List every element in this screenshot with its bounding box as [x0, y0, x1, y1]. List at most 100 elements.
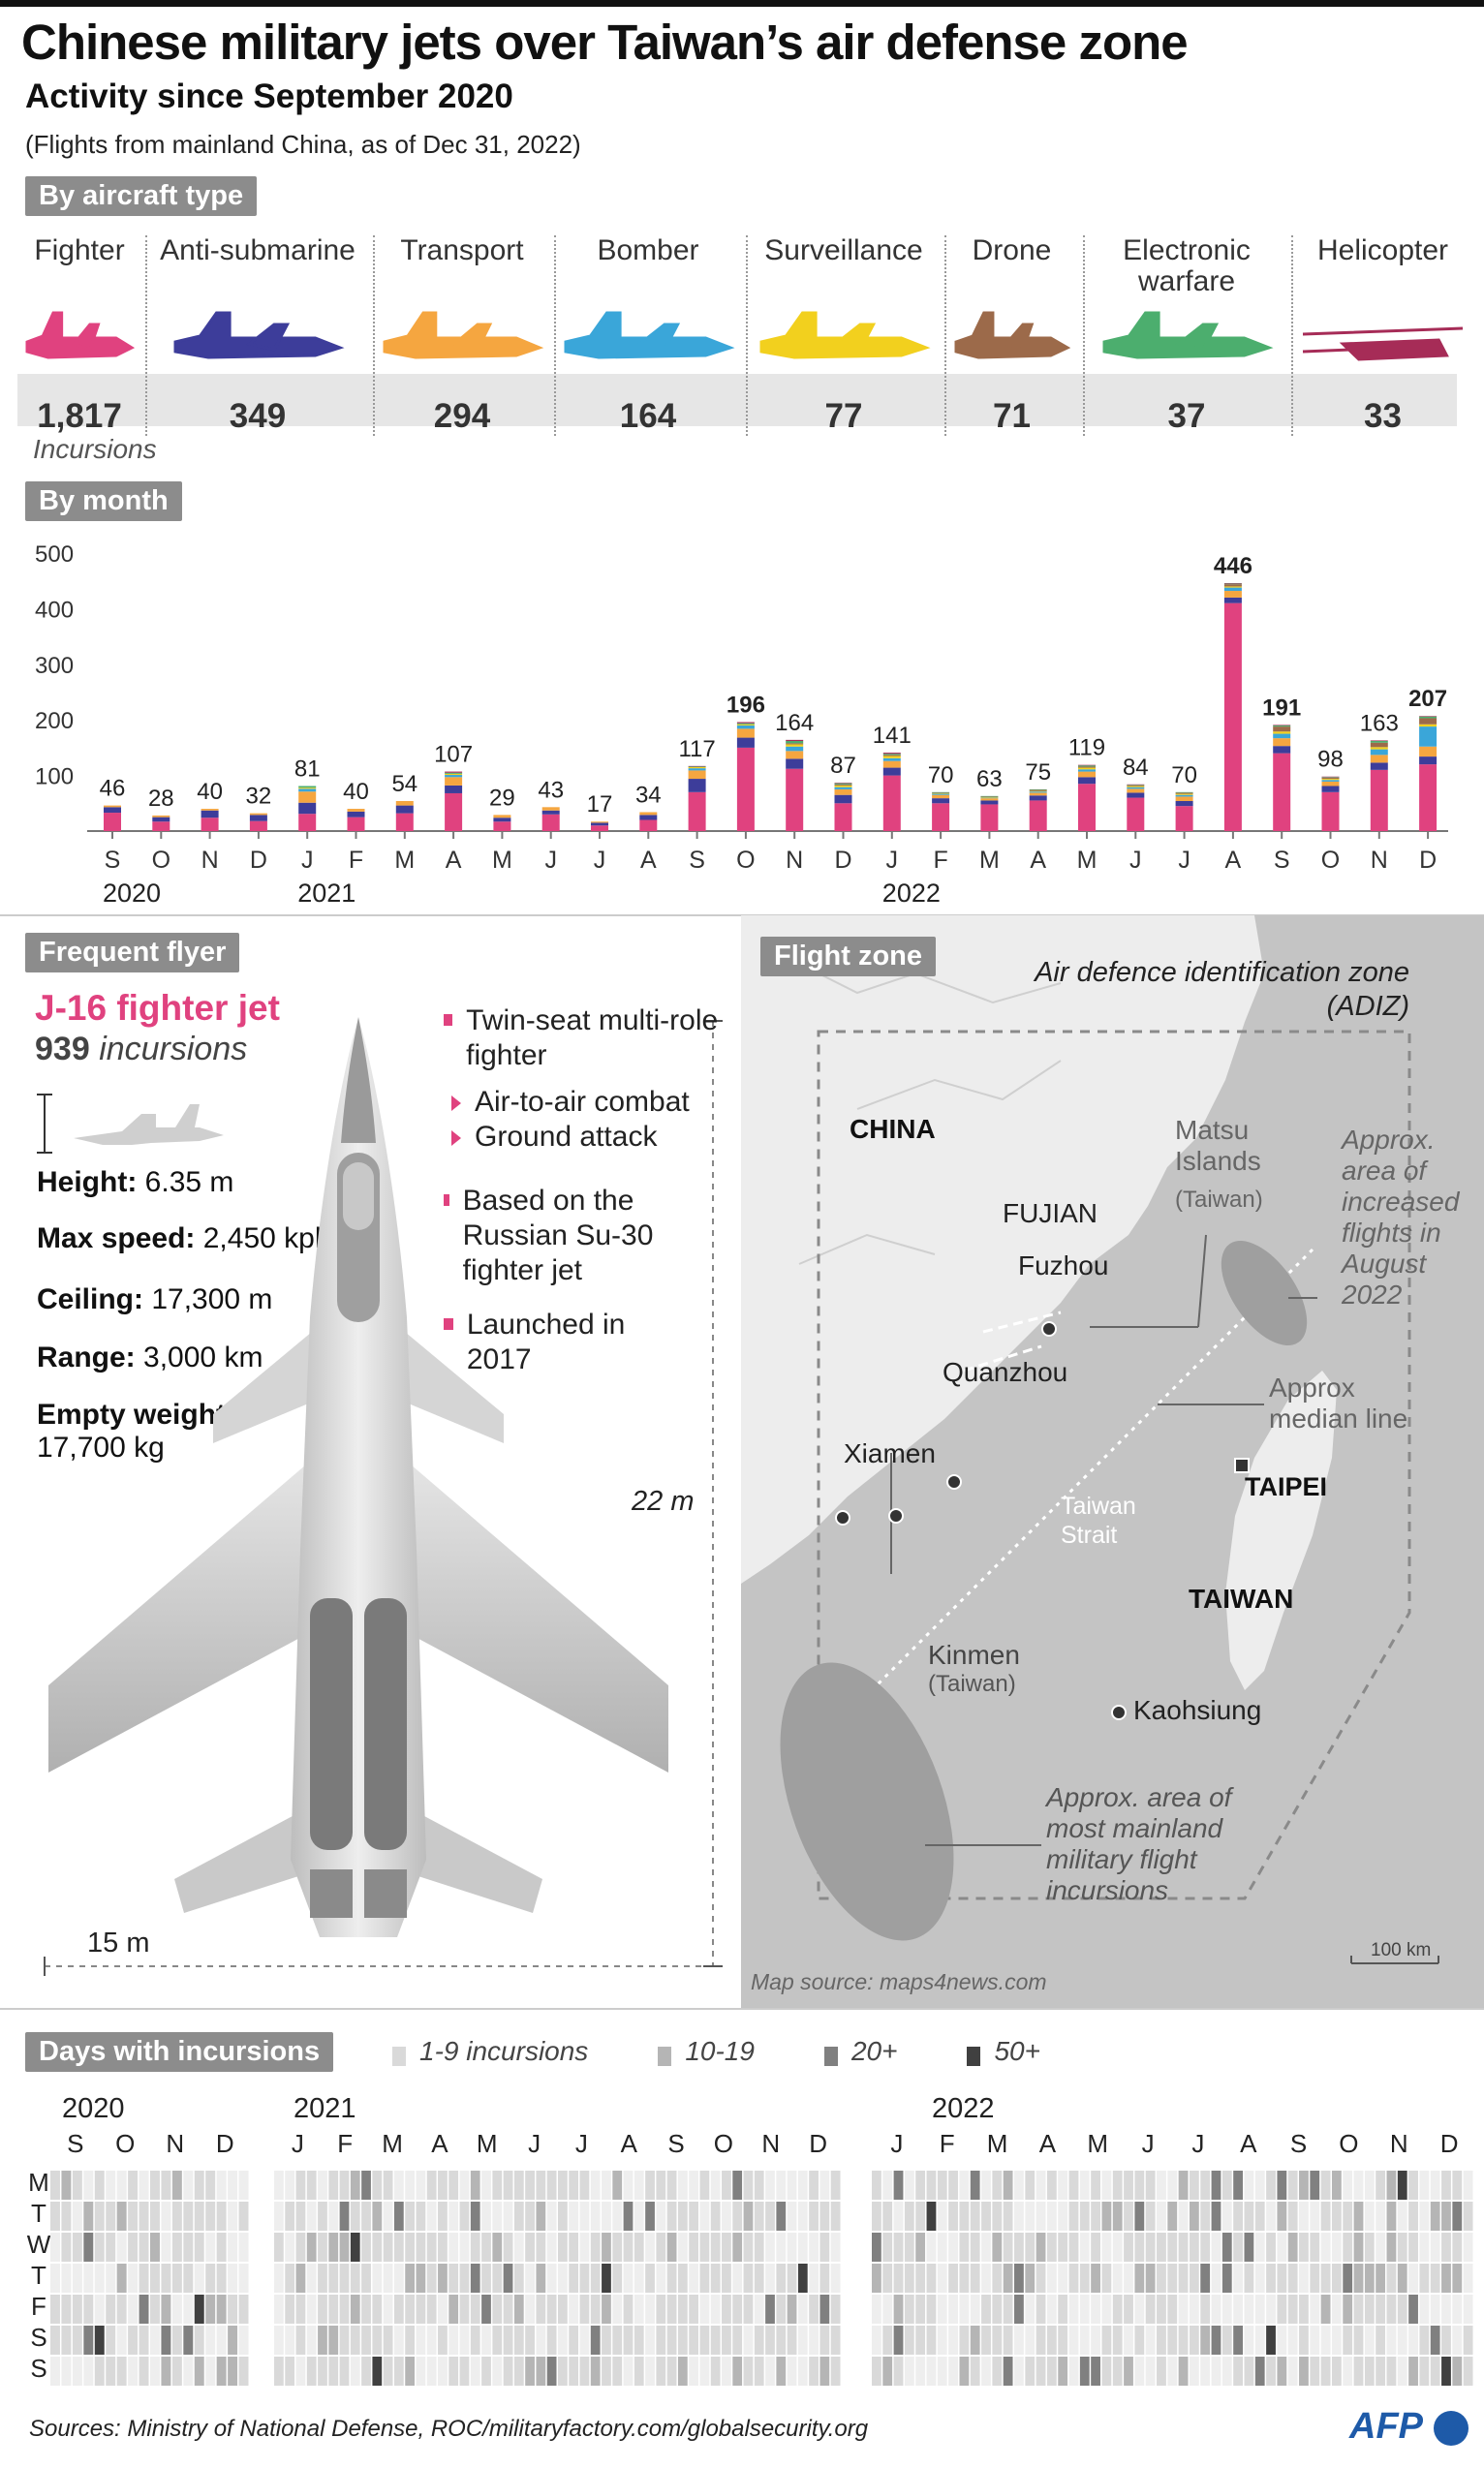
calendar-day-cell: [116, 2171, 127, 2200]
bar-segment-transport: [834, 788, 852, 795]
month-tick-label: J: [1178, 847, 1190, 874]
calendar-day-cell: [183, 2295, 194, 2324]
bar-segment-fighter: [882, 775, 901, 831]
bar-segment-drone: [882, 755, 901, 756]
calendar-day-cell: [602, 2264, 611, 2293]
month-label: J: [1191, 2129, 1204, 2158]
calendar-day-cell: [1287, 2326, 1298, 2355]
calendar-day-cell: [765, 2171, 775, 2200]
calendar-day-cell: [328, 2171, 339, 2200]
calendar-day-cell: [1145, 2202, 1156, 2231]
calendar-day-cell: [677, 2202, 688, 2231]
month-label: J: [528, 2129, 541, 2158]
calendar-day-cell: [809, 2326, 819, 2355]
bar-segment-helicopter: [1321, 776, 1340, 778]
calendar-day-cell: [139, 2233, 149, 2262]
month-label: A: [1240, 2129, 1257, 2158]
calendar-day-cell: [1397, 2295, 1407, 2324]
calendar-day-cell: [1287, 2233, 1298, 2262]
calendar-day-cell: [1441, 2326, 1451, 2355]
bar-segment-electronic-warfare: [445, 772, 463, 774]
month-tick-label: A: [1225, 847, 1242, 874]
feature-sub1-text: Air-to-air combat: [475, 1086, 690, 1118]
calendar-day-cell: [1463, 2326, 1473, 2355]
calendar-day-cell: [513, 2233, 524, 2262]
calendar-day-cell: [205, 2326, 216, 2355]
year-label: 2021: [297, 879, 356, 908]
calendar-day-cell: [1343, 2264, 1353, 2293]
calendar-day-cell: [1134, 2171, 1145, 2200]
calendar-day-cell: [1145, 2357, 1156, 2386]
bar-total-label: 119: [1068, 735, 1105, 761]
calendar-day-cell: [1079, 2326, 1090, 2355]
calendar-day-cell: [666, 2295, 677, 2324]
calendar-day-cell: [830, 2326, 841, 2355]
calendar-day-cell: [754, 2233, 764, 2262]
bar-segment-anti-submarine: [980, 800, 999, 805]
aircraft-type-count: 33: [1364, 397, 1402, 435]
calendar-day-cell: [765, 2326, 775, 2355]
calendar-day-cell: [328, 2295, 339, 2324]
bar-segment-transport: [688, 770, 706, 780]
calendar-day-cell: [405, 2233, 415, 2262]
calendar-day-cell: [393, 2264, 404, 2293]
calendar-day-cell: [1299, 2264, 1309, 2293]
spec-label: Height:: [37, 1166, 138, 1198]
calendar-day-cell: [481, 2202, 491, 2231]
aircraft-type-label: Transport: [400, 234, 524, 266]
bar-segment-helicopter: [1419, 716, 1438, 717]
bar-segment-transport: [249, 813, 267, 816]
calendar-day-cell: [238, 2233, 249, 2262]
calendar-day-cell: [426, 2171, 437, 2200]
calendar-day-cell: [150, 2295, 160, 2324]
calendar-day-cell: [1036, 2295, 1046, 2324]
calendar-day-cell: [1299, 2326, 1309, 2355]
bar-total-label: 40: [343, 779, 369, 805]
calendar-day-cell: [285, 2171, 295, 2200]
calendar-day-cell: [194, 2202, 204, 2231]
calendar-day-cell: [1244, 2326, 1254, 2355]
calendar-day-cell: [1145, 2171, 1156, 2200]
calendar-day-cell: [689, 2295, 698, 2324]
bar-segment-anti-submarine: [1223, 597, 1242, 603]
calendar-day-cell: [525, 2171, 535, 2200]
bar-total-label: 164: [775, 710, 814, 736]
calendar-day-cell: [1157, 2357, 1166, 2386]
bar-segment-anti-submarine: [1419, 756, 1438, 765]
calendar-day-cell: [819, 2202, 830, 2231]
label-median: Approx median line: [1269, 1373, 1408, 1434]
calendar-day-cell: [1112, 2295, 1123, 2324]
calendar-day-cell: [893, 2171, 904, 2200]
scale-label: 100 km: [1371, 1940, 1432, 1960]
aircraft-type-label: Fighter: [34, 234, 125, 266]
calendar-day-cell: [536, 2264, 546, 2293]
calendar-day-cell: [1287, 2295, 1298, 2324]
calendar-day-cell: [1112, 2171, 1123, 2200]
calendar-day-cell: [722, 2233, 731, 2262]
calendar-day-cell: [699, 2202, 710, 2231]
calendar-day-cell: [926, 2295, 937, 2324]
calendar-day-cell: [558, 2202, 568, 2231]
calendar-day-cell: [361, 2264, 371, 2293]
month-tick-label: N: [201, 847, 219, 874]
calendar-day-cell: [438, 2326, 448, 2355]
bar-total-label: 17: [587, 791, 613, 818]
bar-segment-anti-submarine: [1370, 762, 1388, 770]
calendar-day-cell: [481, 2171, 491, 2200]
calendar-day-cell: [546, 2202, 557, 2231]
calendar-day-cell: [970, 2171, 980, 2200]
calendar-day-cell: [634, 2264, 644, 2293]
bar-total-label: 117: [678, 736, 715, 762]
bar-segment-drone: [1223, 584, 1242, 587]
calendar-day-cell: [1233, 2264, 1244, 2293]
calendar-day-cell: [1046, 2295, 1057, 2324]
bar-segment-anti-submarine: [1321, 786, 1340, 792]
calendar-day-cell: [1408, 2171, 1418, 2200]
month-tick-label: J: [594, 847, 606, 874]
calendar-day-cell: [1014, 2264, 1024, 2293]
calendar-day-cell: [1233, 2326, 1244, 2355]
calendar-day-cell: [872, 2202, 881, 2231]
calendar-day-cell: [1046, 2264, 1057, 2293]
calendar-day-cell: [872, 2171, 881, 2200]
calendar-day-cell: [948, 2295, 958, 2324]
